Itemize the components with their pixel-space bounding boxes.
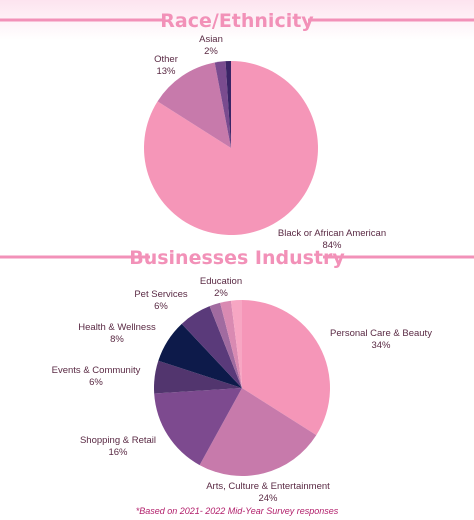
industry-chart-title: Businesses Industry — [129, 247, 345, 269]
slice-label: Events & Community — [52, 365, 141, 376]
pie-slice — [209, 302, 242, 388]
footnote: *Based on 2021- 2022 Mid-Year Survey res… — [136, 506, 339, 516]
slice-value: 13% — [156, 66, 176, 77]
pie-slice — [242, 300, 330, 436]
slice-label: Asian — [199, 34, 223, 45]
slice-label: Personal Care & Beauty — [330, 328, 432, 339]
slice-value: 8% — [110, 334, 124, 345]
slice-label: Health & Wellness — [78, 322, 156, 333]
slice-label: Education — [200, 276, 242, 287]
pie-slice — [158, 323, 242, 388]
slice-value: 6% — [89, 377, 103, 388]
slice-value: 84% — [322, 240, 342, 251]
slice-value: 2% — [214, 288, 228, 299]
slice-value: 2% — [204, 46, 218, 57]
race-chart-title: Race/Ethnicity — [160, 10, 314, 32]
pie-slice — [225, 61, 231, 148]
slice-value: 24% — [258, 493, 278, 504]
pie-slice — [199, 388, 317, 476]
pie-slice — [153, 360, 242, 394]
slice-label: Black or African American — [278, 228, 386, 239]
pie-slice — [143, 61, 318, 235]
slice-label: Arts, Culture & Entertainment — [206, 481, 330, 492]
pie-slice — [181, 306, 242, 388]
pie-slice — [230, 299, 242, 388]
slice-label: Shopping & Retail — [80, 435, 156, 446]
slice-label: Pet Services — [134, 289, 188, 300]
slice-value: 16% — [108, 447, 128, 458]
pie-slice — [214, 61, 231, 148]
slice-value: 6% — [154, 301, 168, 312]
pie-slice — [157, 62, 231, 148]
slice-label: Other — [154, 54, 178, 65]
slice-value: 34% — [371, 340, 391, 351]
industry-pie — [153, 299, 330, 476]
pie-slice — [220, 300, 242, 388]
pie-slice — [154, 388, 242, 466]
race-pie — [143, 61, 318, 235]
